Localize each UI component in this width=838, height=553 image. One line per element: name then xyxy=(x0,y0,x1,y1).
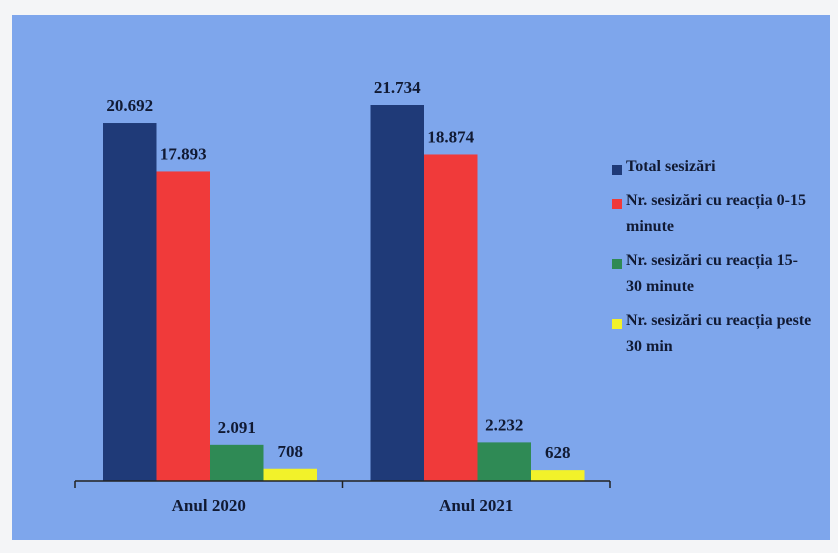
legend-swatch xyxy=(612,319,622,329)
legend-item: Total sesizări xyxy=(612,158,812,180)
bar xyxy=(103,123,157,482)
legend-item: Nr. sesizări cu reacția 15-30 minute xyxy=(612,252,812,300)
legend-item: Nr. sesizări cu reacția 0-15 minute xyxy=(612,192,812,240)
bar xyxy=(210,444,264,481)
data-label: 2.232 xyxy=(485,415,523,434)
data-label: 708 xyxy=(278,442,304,461)
legend-swatch xyxy=(612,199,622,209)
data-label: 628 xyxy=(545,443,571,462)
data-label: 17.893 xyxy=(160,144,207,163)
data-label: 2.091 xyxy=(218,418,256,437)
legend-swatch xyxy=(612,165,622,175)
bar xyxy=(370,105,424,481)
x-tick-label: Anul 2020 xyxy=(172,496,246,515)
legend-label: Nr. sesizări cu reacția 0-15 minute xyxy=(626,192,806,235)
bar xyxy=(156,171,210,481)
legend-item: Nr. sesizări cu reacția peste 30 min xyxy=(612,312,812,360)
legend-swatch xyxy=(612,259,622,269)
data-label: 18.874 xyxy=(427,127,474,146)
bar xyxy=(263,468,317,481)
legend-label: Nr. sesizări cu reacția peste 30 min xyxy=(626,312,812,355)
data-label: 20.692 xyxy=(106,96,153,115)
bar xyxy=(424,154,478,481)
legend-label: Nr. sesizări cu reacția 15-30 minute xyxy=(626,252,798,295)
legend: Total sesizări Nr. sesizări cu reacția 0-… xyxy=(612,158,812,374)
legend-label: Total sesizări xyxy=(626,158,716,175)
x-tick-label: Anul 2021 xyxy=(439,496,513,515)
data-label: 21.734 xyxy=(374,78,421,97)
bar xyxy=(477,442,531,481)
bar xyxy=(531,470,585,481)
